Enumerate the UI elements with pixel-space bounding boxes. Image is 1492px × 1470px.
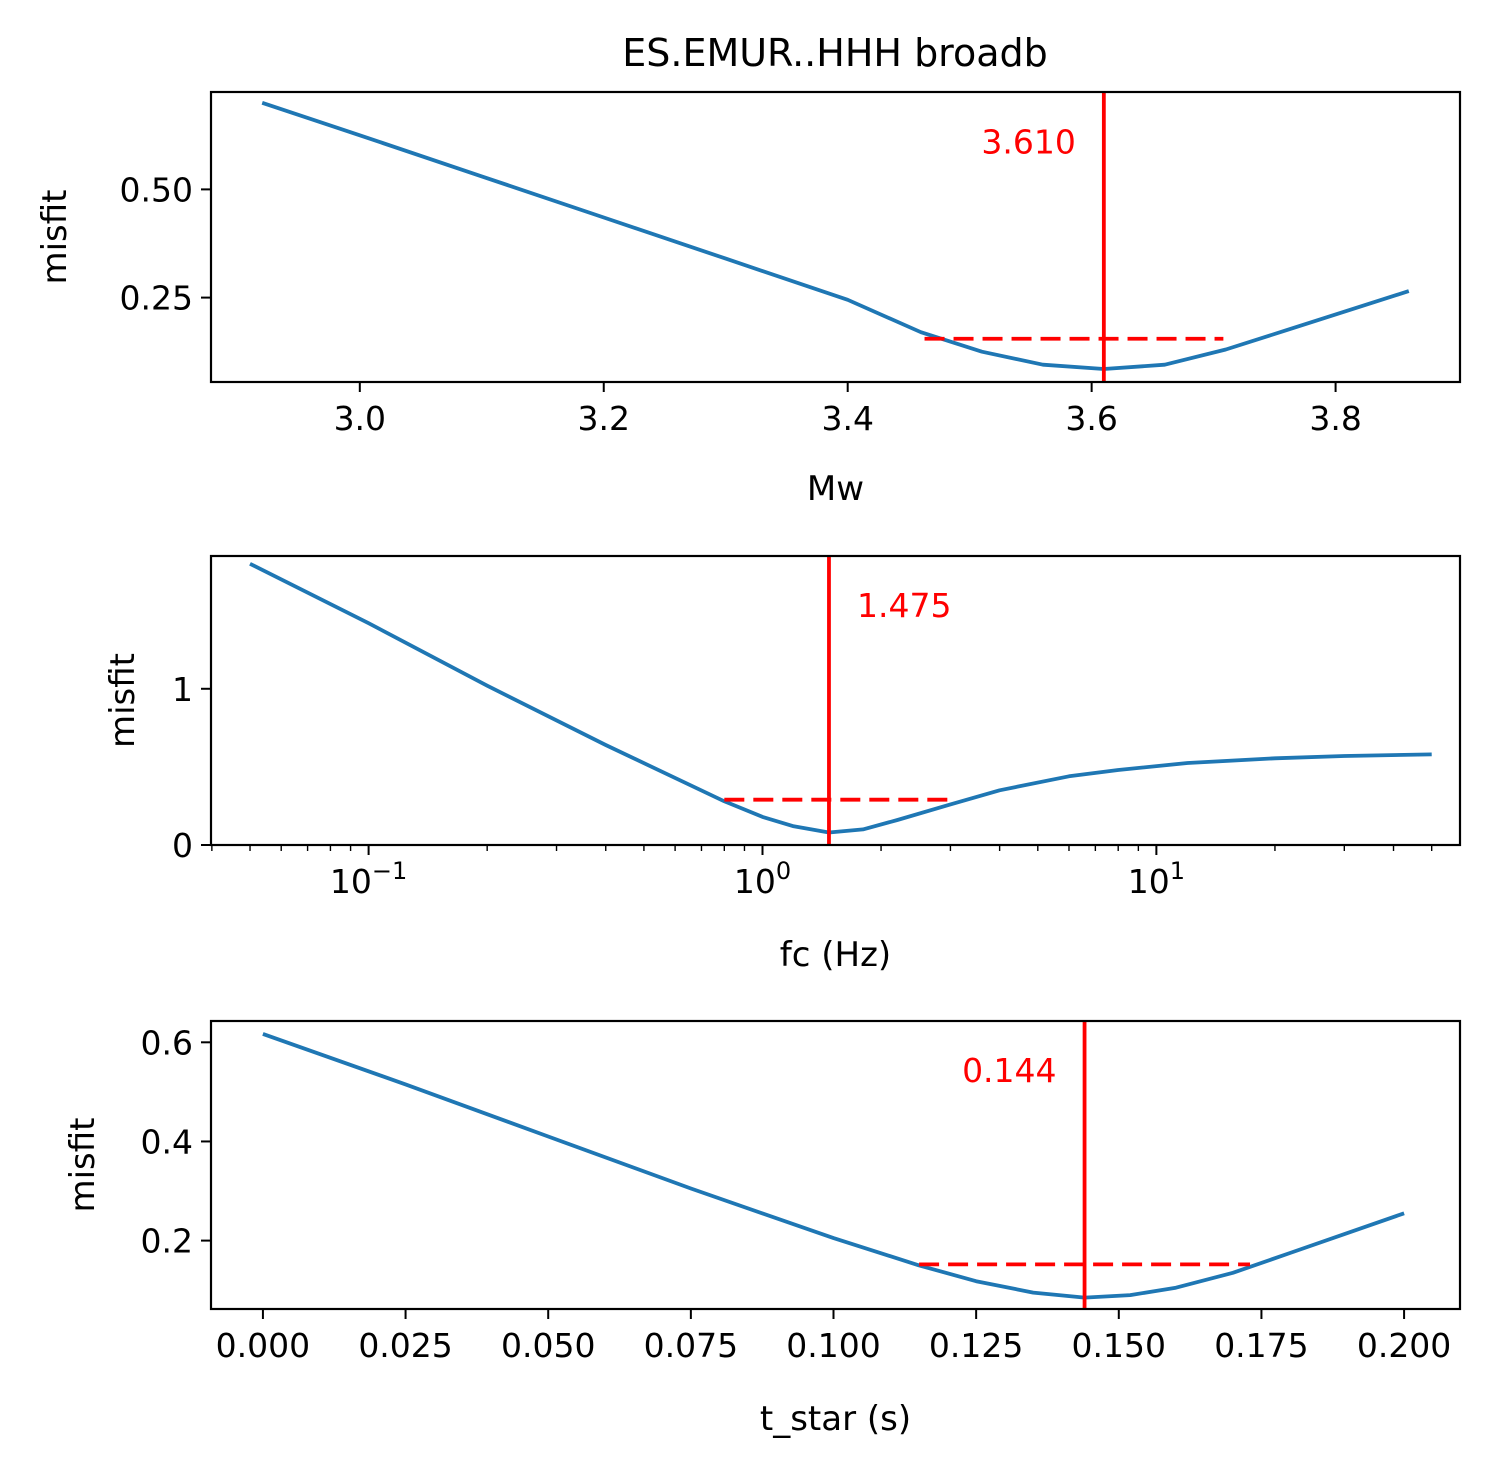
tstar-x-tick-label: 0.150 [1072, 1326, 1166, 1365]
panel-mw: 3.610 3.0 3.2 3.4 3.6 3.8 0.25 0.50 Mw misfit [35, 90, 1462, 509]
fc-x-tick-label: 100 [734, 857, 791, 901]
mw-x-tick-label: 3.6 [1065, 399, 1117, 438]
fc-y-tick-label: 1 [172, 670, 193, 709]
tstar-x-axis-label: t_star (s) [760, 1399, 911, 1439]
fc-best-value-label: 1.475 [857, 586, 951, 625]
fc-x-tick-label: 10−1 [330, 857, 407, 901]
mw-y-tick-label: 0.25 [120, 279, 193, 318]
mw-misfit-curve [261, 100, 1410, 371]
fc-x-tick-label: 101 [1128, 857, 1185, 901]
tstar-y-tick-label: 0.6 [141, 1023, 193, 1062]
tstar-best-value-label: 0.144 [962, 1051, 1056, 1090]
mw-x-axis-label: Mw [807, 469, 864, 509]
panel-tstar: 0.144 0.000 0.025 0.050 0.075 0.100 0.125 0.150… [63, 1019, 1462, 1439]
figure-title: ES.EMUR..HHH broadb [622, 31, 1048, 75]
tstar-x-tick-label: 0.050 [501, 1326, 595, 1365]
mw-x-tick-label: 3.2 [578, 399, 630, 438]
tstar-x-tick-label: 0.125 [929, 1326, 1023, 1365]
mw-x-tick-label: 3.0 [334, 399, 386, 438]
fc-misfit-curve [249, 562, 1432, 835]
tstar-x-tick-label: 0.075 [644, 1326, 738, 1365]
tstar-y-axis-label: misfit [63, 1117, 103, 1212]
fc-x-axis-label: fc (Hz) [780, 935, 891, 975]
tstar-y-tick-label: 0.4 [141, 1122, 193, 1161]
tstar-x-tick-label: 0.025 [358, 1326, 452, 1365]
tstar-x-tick-label: 0.000 [216, 1326, 310, 1365]
tstar-x-tick-label: 0.175 [1214, 1326, 1308, 1365]
mw-x-tick-label: 3.8 [1309, 399, 1361, 438]
tstar-y-tick-label: 0.2 [141, 1222, 193, 1261]
tstar-x-tick-label: 0.100 [786, 1326, 880, 1365]
mw-best-value-label: 3.610 [981, 122, 1075, 161]
tstar-axes-frame [209, 1019, 1462, 1311]
fc-axes-frame [209, 554, 1462, 847]
mw-y-tick-label: 0.50 [120, 170, 193, 209]
fc-y-axis-label: misfit [103, 653, 143, 748]
mw-axes-frame [209, 90, 1462, 384]
mw-x-tick-label: 3.4 [821, 399, 873, 438]
tstar-misfit-curve [262, 1032, 1405, 1300]
fc-y-tick-label: 0 [172, 826, 193, 865]
tstar-x-tick-label: 0.200 [1357, 1326, 1451, 1365]
mw-y-axis-label: misfit [35, 189, 75, 284]
